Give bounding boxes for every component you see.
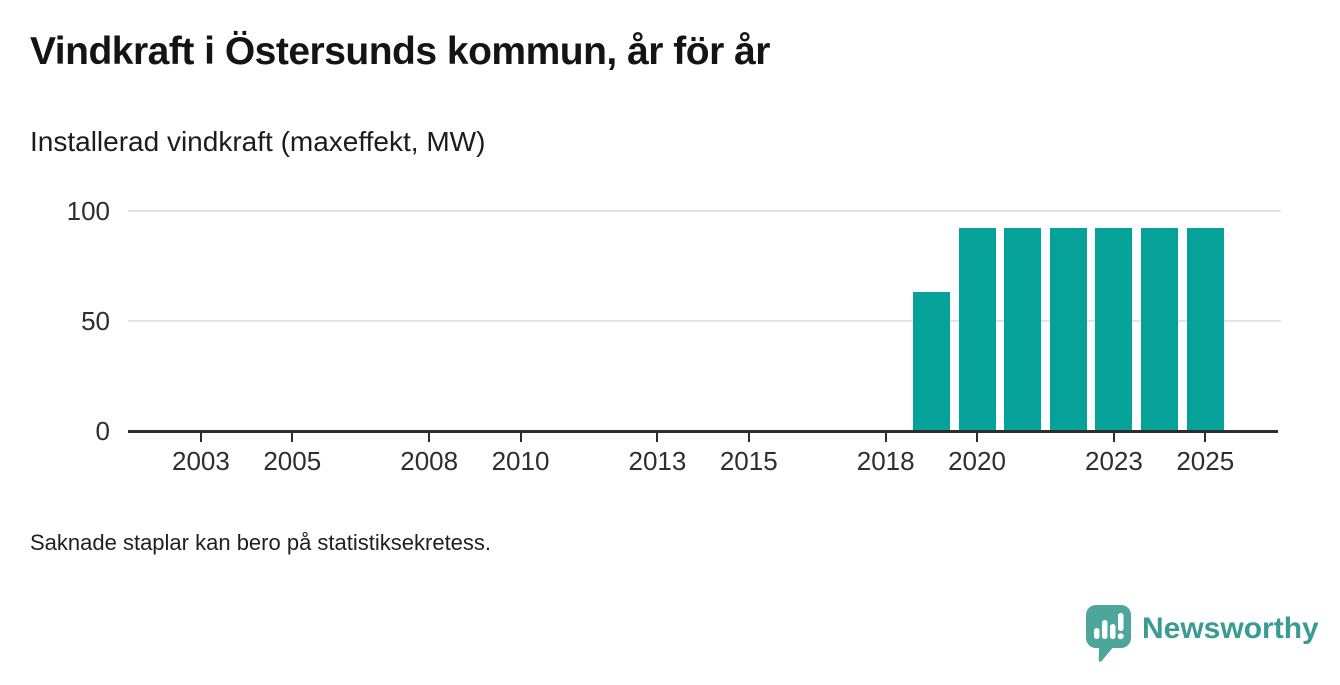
exclamation-dot-glyph — [1117, 633, 1124, 640]
bar-2019 — [912, 292, 950, 431]
x-tick-2010 — [519, 433, 522, 442]
x-axis-label-2008: 2008 — [400, 446, 459, 476]
x-tick-2003 — [199, 433, 202, 442]
bar-2021 — [1004, 228, 1042, 431]
x-axis-label-2020: 2020 — [948, 446, 1006, 476]
exclamation-stem-glyph — [1118, 613, 1124, 631]
chart-title: Vindkraft i Östersunds kommun, år för år — [30, 30, 770, 73]
x-axis-label-2013: 2013 — [628, 446, 687, 476]
bar-glyph-2 — [1102, 620, 1108, 639]
x-tick-2015 — [747, 433, 750, 442]
x-axis-label-2005: 2005 — [263, 446, 322, 476]
x-tick-2008 — [428, 433, 431, 442]
x-axis-label-2015: 2015 — [719, 446, 778, 476]
gridline-y-50 — [128, 319, 1281, 322]
chart-subtitle: Installerad vindkraft (maxeffekt, MW) — [30, 126, 486, 157]
x-axis-label-2018: 2018 — [856, 446, 915, 476]
bar-2024 — [1141, 228, 1179, 431]
x-tick-2023 — [1112, 433, 1115, 442]
x-tick-2013 — [656, 433, 659, 442]
bar-2025 — [1186, 228, 1224, 431]
x-axis-label-2025: 2025 — [1176, 446, 1235, 476]
x-tick-2005 — [291, 433, 294, 442]
x-axis-label-2023: 2023 — [1085, 446, 1143, 476]
x-axis-label-2010: 2010 — [491, 446, 550, 476]
y-axis-label-50: 50 — [81, 305, 110, 336]
newsworthy-wordmark: Newsworthy — [1142, 612, 1319, 645]
bar-glyph-3 — [1110, 624, 1116, 639]
speech-bubble-shape — [1086, 605, 1131, 662]
newsworthy-logo-icon — [1086, 605, 1132, 667]
bar-2022 — [1049, 228, 1087, 431]
x-tick-2020 — [976, 433, 978, 442]
x-tick-2018 — [884, 433, 887, 442]
x-axis-line — [128, 430, 1278, 433]
x-tick-2025 — [1204, 433, 1207, 442]
bar-2020 — [958, 228, 996, 431]
x-axis-label-2003: 2003 — [172, 446, 230, 476]
gridline-y-100 — [128, 209, 1281, 212]
chart-footnote: Saknade staplar kan bero på statistiksek… — [30, 530, 492, 555]
bar-2023 — [1095, 228, 1133, 431]
y-axis-label-100: 100 — [66, 195, 110, 226]
y-axis-label-0: 0 — [95, 415, 110, 446]
bar-glyph-1 — [1094, 628, 1100, 639]
newsworthy-brand: Newsworthy — [1086, 605, 1319, 667]
